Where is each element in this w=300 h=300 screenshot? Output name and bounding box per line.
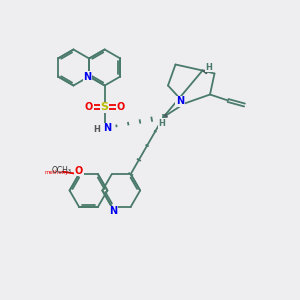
- Text: methoxy: methoxy: [44, 170, 69, 175]
- Polygon shape: [202, 70, 208, 74]
- Text: H: H: [205, 63, 212, 72]
- Text: N: N: [83, 71, 92, 82]
- Text: N: N: [109, 206, 117, 216]
- Text: S: S: [101, 102, 109, 112]
- Text: O: O: [116, 102, 124, 112]
- Text: N: N: [176, 96, 184, 106]
- Text: N: N: [103, 123, 112, 133]
- Text: H: H: [94, 125, 100, 134]
- Text: OCH₃: OCH₃: [52, 166, 72, 175]
- Text: O: O: [85, 102, 93, 112]
- Text: O: O: [75, 166, 83, 176]
- Polygon shape: [164, 114, 167, 117]
- Text: H: H: [159, 118, 165, 127]
